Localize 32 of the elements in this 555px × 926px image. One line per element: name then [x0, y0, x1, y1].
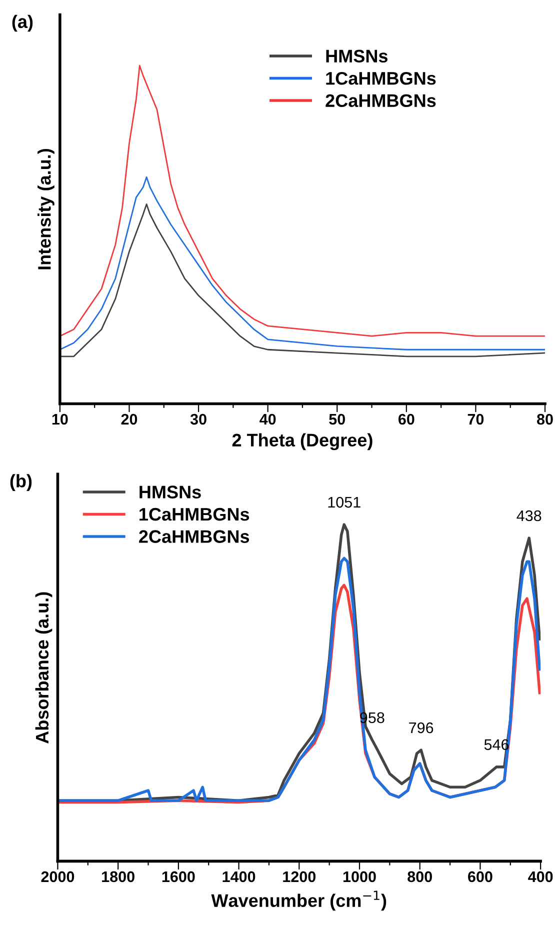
chart-title: (b): [10, 474, 32, 491]
x-tick-label: 60: [398, 414, 414, 425]
annotation: 1051: [328, 496, 360, 508]
x-tick-label: 1200: [283, 871, 316, 882]
x-tick-label: 600: [468, 871, 492, 882]
x-tick-label: 40: [260, 414, 276, 425]
x-tick-label: 70: [468, 414, 484, 425]
x-axis-title: 2 Theta (Degree): [232, 433, 372, 450]
x-tick-label: 80: [537, 414, 553, 425]
legend-label: 2CaHMBGNs: [326, 94, 436, 108]
x-tick-label: 2000: [41, 871, 74, 882]
y-axis-title: Absorbance (a.u.): [35, 592, 52, 744]
chart-title: (a): [12, 14, 33, 32]
annotation: 438: [516, 510, 542, 522]
x-tick-label: 1600: [162, 871, 195, 882]
x-tick-label: 400: [528, 871, 553, 882]
legend-label: 1CaHMBGNs: [140, 508, 250, 521]
legend-label: 2CaHMBGNs: [139, 530, 250, 543]
y-axis-title: Intensity (a.u.): [38, 148, 54, 270]
x-tick-label: 800: [408, 871, 432, 882]
x-tick-label: 50: [329, 414, 345, 425]
annotation: 796: [409, 722, 434, 734]
x-tick-label: 30: [190, 414, 206, 425]
legend-label: 1CaHMBGNs: [326, 72, 436, 85]
x-tick-label: 1000: [343, 871, 376, 882]
legend-label: HMSNs: [140, 486, 201, 498]
x-axis-title: Wavenumber (cm$^{−1}$): [211, 890, 386, 911]
x-tick-label: 20: [121, 414, 138, 425]
x-tick-label: 10: [52, 414, 68, 425]
x-tick-label: 1800: [102, 871, 134, 882]
x-tick-label: 1400: [222, 871, 256, 882]
legend-label: HMSNs: [326, 50, 388, 63]
